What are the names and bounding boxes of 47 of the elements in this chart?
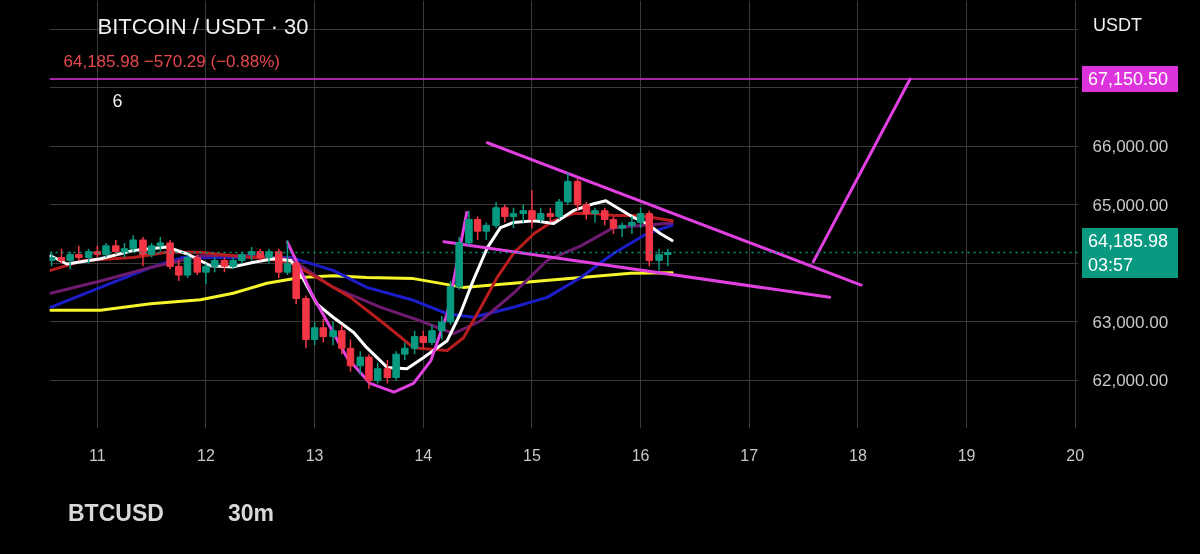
x-tick-label: 17 [740, 446, 759, 464]
candlestick [410, 329, 419, 355]
candlestick [365, 353, 373, 390]
x-tick-label: 11 [89, 446, 106, 464]
candlestick [528, 189, 536, 230]
candlestick [139, 236, 147, 268]
x-tick-label: 18 [849, 446, 867, 464]
candlestick [329, 321, 337, 347]
candlestick [465, 209, 473, 247]
x-tick-label: 20 [1066, 446, 1085, 464]
candlestick [473, 215, 482, 241]
candlestick [75, 245, 83, 262]
x-tick-label: 19 [957, 446, 976, 464]
y-tick-label: 63,000.00 [1092, 312, 1169, 332]
candlestick [338, 324, 346, 355]
y-tick-label: 65,000.00 [1092, 195, 1169, 215]
y-tick-label: 62,000.00 [1092, 371, 1169, 391]
candlestick [275, 248, 283, 279]
x-tick-label: 16 [631, 446, 650, 464]
text: 30m [228, 500, 275, 526]
candlestick [618, 221, 626, 238]
candlestick [373, 362, 382, 385]
candlestick [183, 253, 192, 279]
candlestick [356, 350, 365, 376]
y-tick-label: 66,000.00 [1092, 137, 1169, 157]
x-tick-label: 13 [305, 446, 324, 464]
annotation: 6 [112, 91, 123, 111]
text: USDT [1093, 14, 1142, 37]
x-tick-label: 14 [414, 446, 433, 464]
candlestick [346, 338, 355, 373]
candlestick [509, 207, 518, 230]
candlestick [310, 321, 319, 347]
text: BTCUSD [68, 500, 164, 526]
candlestick [573, 177, 582, 212]
candlestick [428, 324, 436, 347]
text: 64,185.98 −570.29 (−0.88%) [63, 52, 280, 71]
candlestick [492, 201, 500, 230]
x-tick-label: 12 [197, 446, 215, 464]
candlestick [383, 359, 392, 385]
x-tick-label: 15 [523, 446, 541, 464]
ref-line-label: 67,150.50 [1082, 66, 1178, 92]
text: BITCOIN / USDT · 30 [97, 14, 309, 39]
candlestick [319, 318, 328, 344]
candlestick [193, 253, 202, 276]
text: 03:57 [1082, 252, 1178, 278]
candlestick [591, 207, 599, 224]
ref-line-label: 64,185.98 [1082, 228, 1178, 254]
